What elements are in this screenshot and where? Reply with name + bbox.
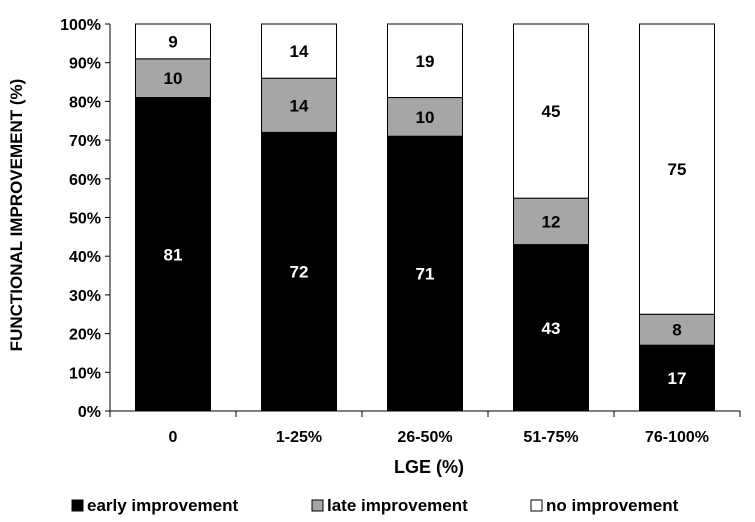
bar-segment-early-improvement: [135, 97, 211, 412]
legend-swatch: [530, 499, 543, 512]
y-tick-label: 0%: [78, 404, 101, 421]
y-tick-label: 30%: [69, 288, 101, 305]
bar-segment-late-improvement: [513, 197, 589, 246]
x-tick-label: 0: [169, 429, 178, 446]
data-label: 75: [668, 160, 687, 179]
data-label: 10: [164, 69, 183, 88]
legend-swatch: [71, 499, 84, 512]
bar-segment-no-improvement: [135, 23, 211, 60]
legend-swatch: [311, 499, 324, 512]
data-label: 45: [542, 102, 561, 121]
y-tick-label: 60%: [69, 172, 101, 189]
legend-label: no improvement: [546, 496, 679, 515]
data-label: 72: [290, 263, 309, 282]
data-label: 9: [168, 32, 177, 51]
x-tick-label: 1-25%: [276, 429, 322, 446]
legend-label: late improvement: [327, 496, 468, 515]
x-tick-label: 26-50%: [397, 429, 452, 446]
data-label: 81: [164, 245, 183, 264]
data-label: 8: [672, 321, 681, 340]
x-axis: 0 1-25% 26-50% 51-75% 76-100%: [109, 410, 741, 446]
data-label: 43: [542, 319, 561, 338]
bar-segment-late-improvement: [387, 97, 463, 137]
data-label: 71: [416, 265, 435, 284]
y-tick-label: 10%: [69, 365, 101, 382]
bar-segment-early-improvement: [261, 131, 337, 412]
legend: early improvement late improvement no impr…: [71, 496, 679, 515]
y-tick-label: 40%: [69, 249, 101, 266]
plot-area: 81 10 9 72 14 14 71 10 19 43 12 45 17 8 75: [135, 23, 715, 412]
data-label: 14: [290, 96, 309, 115]
bar-segment-no-improvement: [387, 23, 463, 99]
data-label: 10: [416, 108, 435, 127]
bar-segment-no-improvement: [639, 23, 715, 315]
x-tick-label: 51-75%: [523, 429, 578, 446]
bar-segment-early-improvement: [513, 244, 589, 412]
y-tick-label: 100%: [60, 17, 101, 34]
bar-segment-late-improvement: [261, 77, 337, 133]
bar-segment-no-improvement: [513, 23, 589, 199]
bar-segment-no-improvement: [261, 23, 337, 79]
y-axis: 0% 10% 20% 30% 40% 50% 60% 70% 80% 90% 100%: [60, 17, 111, 421]
y-tick-label: 80%: [69, 94, 101, 111]
data-label: 14: [290, 42, 309, 61]
x-axis-title: LGE (%): [394, 457, 464, 477]
y-tick-label: 90%: [69, 56, 101, 73]
data-label: 19: [416, 52, 435, 71]
y-tick-label: 20%: [69, 327, 101, 344]
y-axis-title: FUNCTIONAL IMPROVEMENT (%): [7, 79, 26, 352]
x-tick-label: 76-100%: [645, 429, 709, 446]
legend-label: early improvement: [87, 496, 239, 515]
data-label: 17: [668, 369, 687, 388]
data-label: 12: [542, 212, 561, 231]
y-tick-label: 70%: [69, 133, 101, 150]
bar-segment-late-improvement: [135, 58, 211, 99]
y-tick-label: 50%: [69, 211, 101, 228]
